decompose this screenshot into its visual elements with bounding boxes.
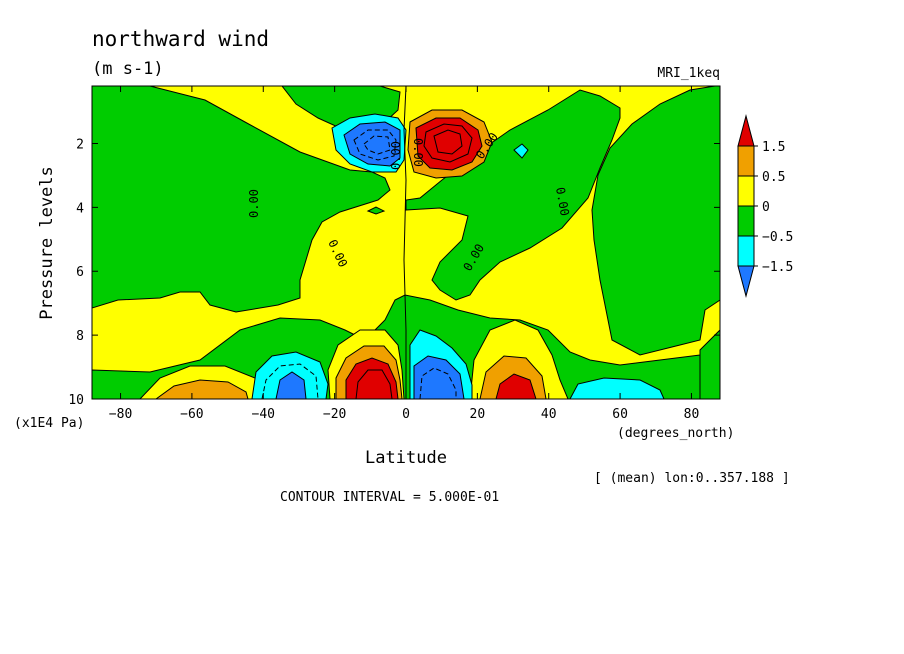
contour-line-negative [363, 135, 391, 155]
contour-line-positive [433, 129, 463, 155]
contour-line-positive [355, 369, 393, 399]
y-axis: 2 4 6 8 10 [68, 137, 720, 408]
x-axis: −80 −60 −40 −20 0 20 40 60 80 [109, 86, 699, 422]
colorbar-swatch [737, 175, 755, 207]
contour-region-negative-cyan [569, 377, 665, 399]
x-tick-label: 0 [402, 407, 410, 422]
contour-region-strong-positive [415, 117, 483, 171]
x-tick-label: 20 [470, 407, 486, 422]
colorbar-swatch [737, 145, 755, 177]
x-tick-label: 60 [612, 407, 628, 422]
colorbar-label: 0 [762, 200, 770, 215]
contour-label: 0.00 [389, 141, 403, 170]
y-axis-title: Pressure levels [37, 166, 57, 320]
model-name: MRI_1keq [657, 66, 720, 81]
colorbar-swatch [737, 265, 755, 298]
contour-field [92, 86, 720, 399]
colorbar-label: 1.5 [762, 140, 785, 155]
y-tick-label: 4 [76, 201, 84, 216]
colorbar-swatch [737, 235, 755, 267]
contour-interval: CONTOUR INTERVAL = 5.000E-01 [280, 490, 499, 505]
colorbar: 1.5 0.5 0 −0.5 −1.5 [737, 114, 793, 298]
x-units: (degrees_north) [617, 426, 734, 441]
chart-title: northward wind [92, 27, 269, 51]
contour-label: 0.00 [553, 186, 572, 217]
colorbar-label: −1.5 [762, 260, 793, 275]
x-tick-label: −80 [109, 407, 132, 422]
contour-line-negative [419, 367, 457, 399]
colorbar-swatch [737, 205, 755, 237]
contour-line-positive [423, 123, 473, 163]
colorbar-label: −0.5 [762, 230, 793, 245]
contour-region-negative [591, 86, 720, 356]
contour-region-strong-positive [345, 357, 399, 399]
contour-region-negative [92, 86, 391, 313]
x-tick-label: −40 [252, 407, 275, 422]
contour-region-strong-negative [275, 371, 307, 399]
x-tick-label: −20 [323, 407, 346, 422]
zero-contour-equator [403, 86, 407, 399]
colorbar-swatch [737, 114, 755, 147]
contour-region-negative-cyan [513, 143, 529, 159]
contour-region-negative [366, 206, 386, 215]
y-tick-label: 6 [76, 265, 84, 280]
contour-label: 0.00 [411, 138, 425, 167]
contour-label: 0.00 [247, 189, 261, 218]
contour-region-strong-negative [413, 355, 465, 399]
contour-region-strong-positive [495, 373, 537, 399]
y-units: (x1E4 Pa) [14, 416, 84, 431]
contour-line-negative [261, 363, 319, 399]
contour-region-strong-negative [343, 121, 401, 167]
x-tick-label: 80 [684, 407, 700, 422]
y-tick-label: 10 [68, 393, 84, 408]
contour-region-negative [699, 329, 720, 399]
x-axis-title: Latitude [365, 448, 447, 468]
chart-units: (m s-1) [92, 59, 164, 79]
contour-region-positive-orange [155, 379, 249, 399]
x-tick-label: 40 [541, 407, 557, 422]
contour-line-negative [353, 129, 397, 161]
mean-note: [ (mean) lon:0..357.188 ] [594, 471, 790, 486]
x-tick-label: −60 [180, 407, 203, 422]
colorbar-label: 0.5 [762, 170, 785, 185]
y-tick-label: 8 [76, 329, 84, 344]
y-tick-label: 2 [76, 137, 84, 152]
